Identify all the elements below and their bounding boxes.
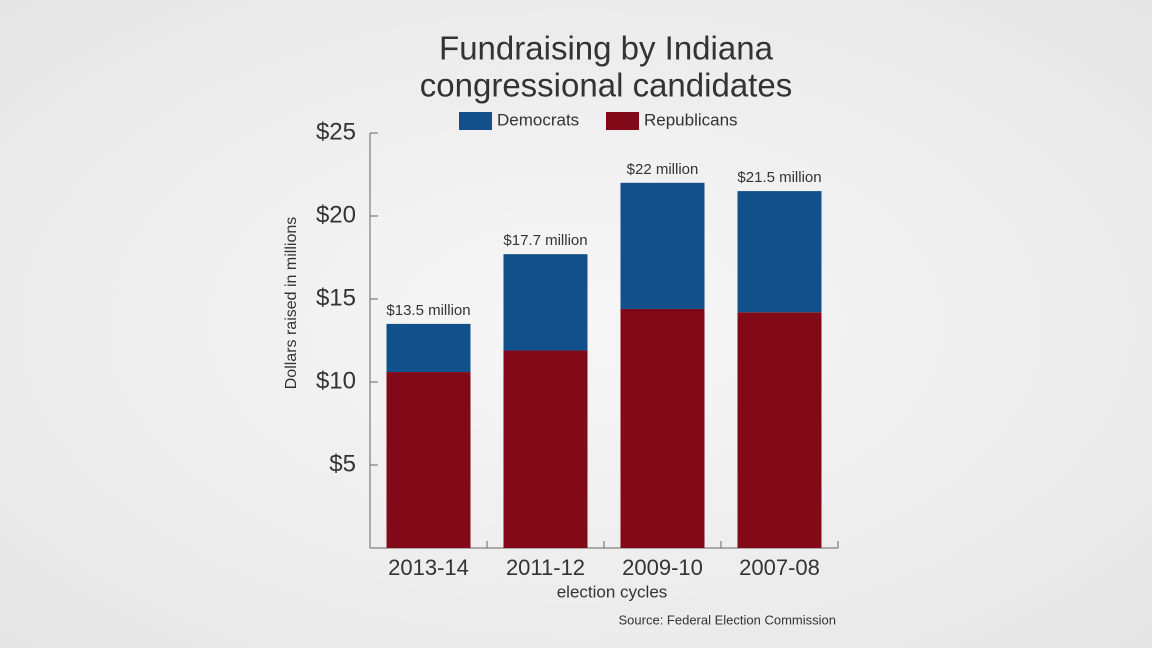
- bar-segment: [737, 312, 822, 548]
- source: Source: Federal Election Commission: [619, 612, 836, 627]
- chart-title: congressional candidates: [420, 67, 792, 104]
- x-tick-label: 2009-10: [622, 555, 703, 580]
- total-label: $13.5 million: [386, 302, 470, 319]
- total-label: $21.5 million: [737, 169, 821, 186]
- bar-segment: [503, 350, 588, 548]
- total-label: $17.7 million: [503, 232, 587, 249]
- x-axis-label: election cycles: [557, 582, 668, 601]
- x-tick-label: 2007-08: [739, 555, 820, 580]
- y-tick-label: $5: [329, 450, 356, 477]
- bar-segment: [386, 323, 471, 373]
- y-tick-label: $20: [316, 201, 356, 228]
- bar-segment: [620, 182, 705, 309]
- total-label: $22 million: [627, 161, 699, 178]
- legend-swatch: [459, 112, 492, 130]
- y-tick-label: $25: [316, 118, 356, 145]
- legend-swatch: [606, 112, 639, 130]
- bar-segment: [737, 191, 822, 313]
- x-tick-label: 2011-12: [506, 555, 585, 580]
- y-tick-label: $15: [316, 284, 356, 311]
- bar-segment: [386, 372, 471, 548]
- y-tick-label: $10: [316, 367, 356, 394]
- y-axis-label: Dollars raised in millions: [283, 217, 300, 390]
- chart-title: Fundraising by Indiana: [439, 30, 774, 67]
- legend-label: Republicans: [644, 110, 738, 129]
- legend-label: Democrats: [497, 110, 579, 129]
- bar-segment: [503, 254, 588, 351]
- x-tick-label: 2013-14: [388, 555, 469, 580]
- bar-segment: [620, 308, 705, 548]
